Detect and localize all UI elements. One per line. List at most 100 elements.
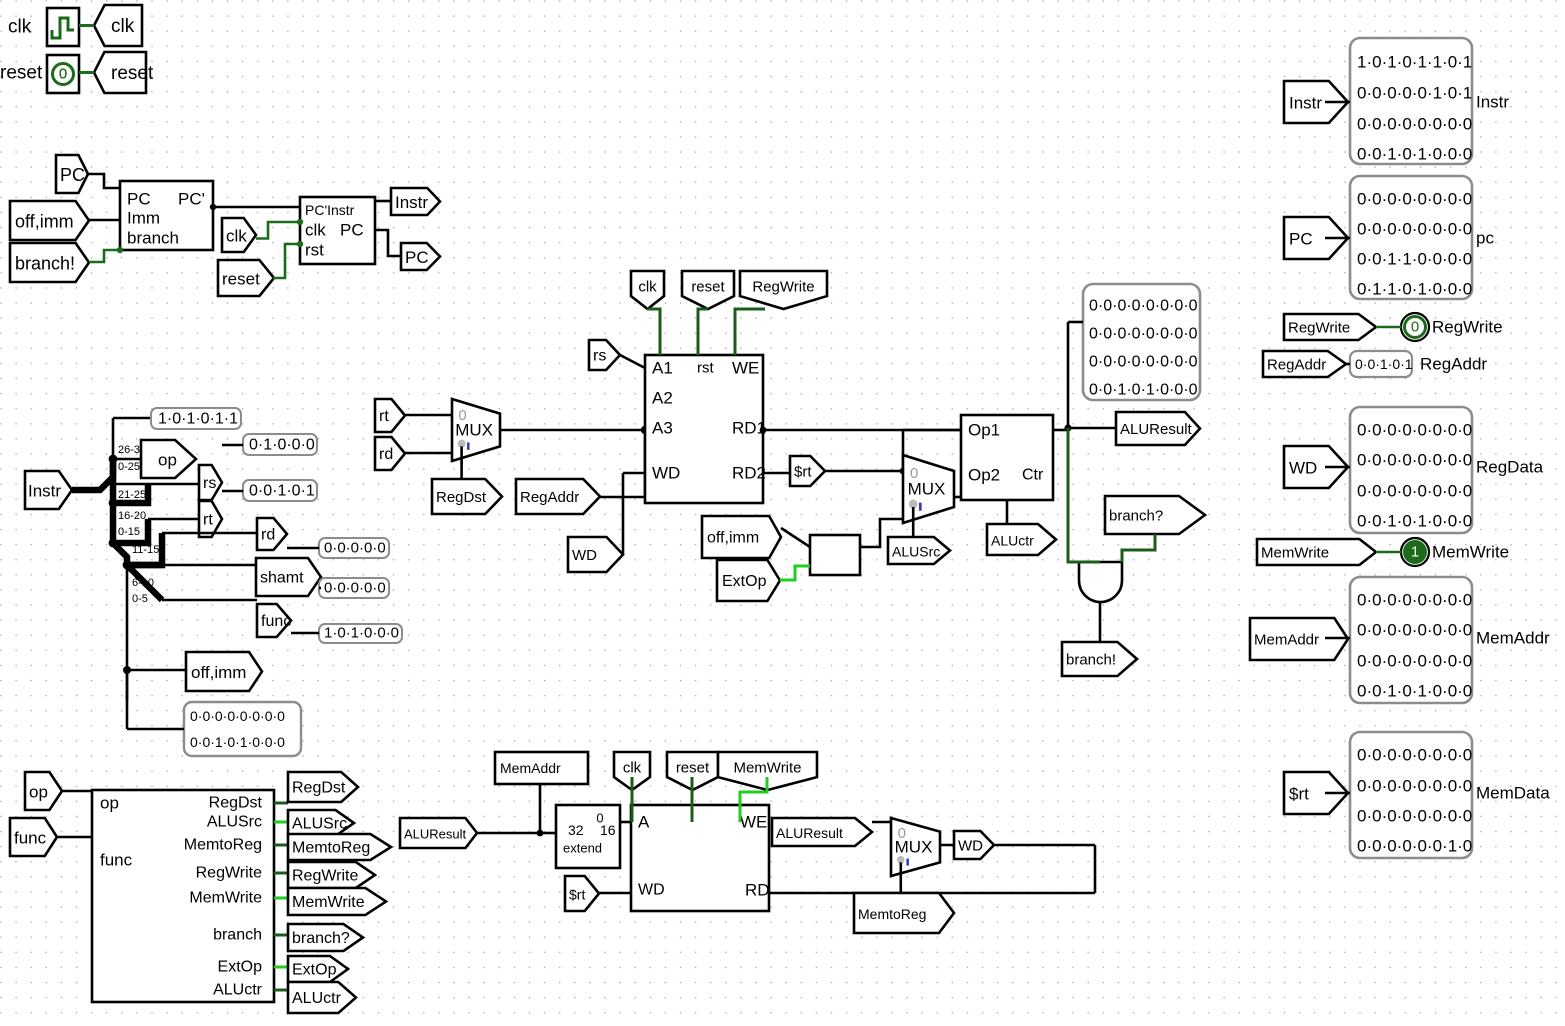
svg-text:0·0·1·1·0·0·0·0: 0·0·1·1·0·0·0·0 bbox=[1357, 250, 1472, 269]
svg-text:clk: clk bbox=[638, 278, 657, 295]
svg-text:RegAddr: RegAddr bbox=[1267, 357, 1326, 374]
svg-text:A3: A3 bbox=[652, 419, 673, 438]
svg-text:0·0·0·0·0·0·0·0: 0·0·0·0·0·0·0·0 bbox=[1357, 777, 1472, 796]
svg-text:op: op bbox=[29, 783, 48, 802]
svg-text:branch?: branch? bbox=[292, 930, 350, 947]
svg-text:PC': PC' bbox=[178, 190, 205, 209]
svg-text:0: 0 bbox=[59, 66, 67, 83]
svg-text:rst: rst bbox=[697, 360, 714, 377]
svg-text:WD: WD bbox=[652, 464, 680, 483]
svg-text:MemtoReg: MemtoReg bbox=[858, 906, 926, 922]
svg-text:WD: WD bbox=[1289, 459, 1317, 478]
svg-text:branch: branch bbox=[213, 927, 262, 944]
svg-text:extend: extend bbox=[563, 841, 602, 856]
svg-text:reset: reset bbox=[111, 63, 154, 84]
svg-text:0·0·0·0·0: 0·0·0·0·0 bbox=[324, 540, 386, 557]
svg-text:0·0·1·0·1·0·0·0: 0·0·1·0·1·0·0·0 bbox=[1357, 682, 1472, 701]
svg-text:0·0·0·0·0·0·0·0: 0·0·0·0·0·0·0·0 bbox=[1357, 451, 1472, 470]
svg-text:branch?: branch? bbox=[1109, 508, 1163, 525]
svg-text:0·0·0·0·0·0·0·0: 0·0·0·0·0·0·0·0 bbox=[1089, 326, 1198, 343]
svg-text:ALUctr: ALUctr bbox=[292, 990, 342, 1007]
svg-text:A1: A1 bbox=[652, 359, 673, 378]
svg-text:ALUSrc: ALUSrc bbox=[292, 816, 347, 833]
svg-text:MemtoReg: MemtoReg bbox=[292, 840, 370, 857]
svg-text:0-5: 0-5 bbox=[132, 593, 148, 605]
svg-text:RegAddr: RegAddr bbox=[1420, 355, 1487, 374]
svg-text:func: func bbox=[261, 613, 291, 630]
svg-text:WE: WE bbox=[740, 813, 767, 832]
svg-text:Instr: Instr bbox=[1289, 94, 1322, 113]
svg-text:PC: PC bbox=[340, 221, 364, 240]
svg-text:rd: rd bbox=[379, 446, 393, 463]
svg-text:ALUctr: ALUctr bbox=[991, 533, 1034, 549]
svg-text:A2: A2 bbox=[652, 389, 673, 408]
svg-text:16: 16 bbox=[600, 822, 616, 838]
svg-text:ExtOp: ExtOp bbox=[722, 573, 767, 590]
svg-text:WD: WD bbox=[572, 547, 597, 564]
svg-text:0·0·0·0·0·1·0·1: 0·0·0·0·0·1·0·1 bbox=[1357, 84, 1472, 103]
svg-text:func: func bbox=[100, 851, 133, 870]
svg-text:rt: rt bbox=[379, 408, 389, 425]
svg-text:0·0·0·0·0·0·0·0: 0·0·0·0·0·0·0·0 bbox=[1357, 220, 1472, 239]
svg-text:1·0·1·0·1·1·0·1: 1·0·1·0·1·1·0·1 bbox=[1357, 53, 1472, 72]
svg-text:reset: reset bbox=[222, 270, 260, 289]
svg-text:RegWrite: RegWrite bbox=[1288, 320, 1350, 337]
svg-text:branch!: branch! bbox=[1066, 652, 1116, 669]
svg-text:Imm: Imm bbox=[127, 209, 160, 228]
svg-text:rd: rd bbox=[261, 527, 275, 544]
svg-text:11-15: 11-15 bbox=[132, 544, 159, 556]
svg-text:0·0·0·0·0·0·0·0: 0·0·0·0·0·0·0·0 bbox=[190, 708, 285, 724]
svg-text:op: op bbox=[100, 794, 119, 813]
svg-text:ALUSrc: ALUSrc bbox=[892, 544, 940, 560]
svg-text:Instr: Instr bbox=[395, 193, 428, 212]
svg-text:0·0·1·0·1·0·0·0: 0·0·1·0·1·0·0·0 bbox=[1357, 145, 1472, 164]
svg-text:ExtOp: ExtOp bbox=[218, 959, 263, 976]
svg-text:0·1·1·0·1·0·0·0: 0·1·1·0·1·0·0·0 bbox=[1357, 280, 1472, 299]
svg-text:RegAddr: RegAddr bbox=[520, 489, 579, 506]
svg-text:MemWrite: MemWrite bbox=[733, 759, 801, 776]
svg-text:Op2: Op2 bbox=[968, 466, 1000, 485]
svg-text:PC'Instr: PC'Instr bbox=[305, 202, 355, 218]
svg-text:RegData: RegData bbox=[1476, 458, 1544, 477]
svg-text:A: A bbox=[638, 813, 650, 832]
svg-text:0·0·0·0·0: 0·0·0·0·0 bbox=[324, 580, 386, 597]
svg-text:$rt: $rt bbox=[569, 887, 585, 903]
svg-text:RegWrite: RegWrite bbox=[292, 868, 358, 885]
svg-text:0-15: 0-15 bbox=[118, 526, 140, 538]
svg-text:reset: reset bbox=[676, 759, 710, 776]
svg-text:ALUResult: ALUResult bbox=[404, 827, 467, 842]
svg-text:0·0·0·0·0·0·0·0: 0·0·0·0·0·0·0·0 bbox=[1357, 807, 1472, 826]
svg-text:16-20: 16-20 bbox=[118, 510, 146, 522]
svg-text:reset: reset bbox=[0, 63, 43, 84]
svg-text:MUX: MUX bbox=[455, 421, 493, 440]
svg-text:clk: clk bbox=[226, 227, 247, 246]
svg-text:clk: clk bbox=[623, 759, 642, 776]
svg-text:0·0·0·0·0·0·0·0: 0·0·0·0·0·0·0·0 bbox=[1357, 421, 1472, 440]
svg-text:clk: clk bbox=[111, 16, 135, 37]
svg-text:func: func bbox=[14, 829, 47, 848]
svg-text:shamt: shamt bbox=[260, 570, 304, 587]
svg-text:Instr: Instr bbox=[28, 482, 61, 501]
svg-text:Op1: Op1 bbox=[968, 421, 1000, 440]
svg-text:0·0·1·0·1·0·0·0: 0·0·1·0·1·0·0·0 bbox=[1357, 512, 1472, 531]
svg-text:0·0·0·0·0·0·1·0: 0·0·0·0·0·0·1·0 bbox=[1357, 837, 1472, 856]
svg-text:RD: RD bbox=[745, 881, 770, 900]
svg-text:1: 1 bbox=[1411, 544, 1419, 561]
svg-text:clk: clk bbox=[8, 17, 32, 38]
svg-text:rst: rst bbox=[305, 241, 324, 260]
svg-text:MemAddr: MemAddr bbox=[1254, 632, 1319, 649]
svg-text:0·0·1·0·1: 0·0·1·0·1 bbox=[249, 483, 315, 500]
svg-text:RegWrite: RegWrite bbox=[752, 278, 814, 295]
svg-text:off,imm: off,imm bbox=[707, 530, 759, 547]
svg-text:PC: PC bbox=[127, 190, 151, 209]
svg-text:pc: pc bbox=[1476, 229, 1494, 248]
svg-text:PC: PC bbox=[60, 165, 85, 185]
svg-text:MUX: MUX bbox=[895, 838, 933, 857]
svg-text:0·0·0·0·0·0·0·0: 0·0·0·0·0·0·0·0 bbox=[1357, 652, 1472, 671]
svg-text:$rt: $rt bbox=[1289, 785, 1309, 804]
svg-text:32: 32 bbox=[568, 822, 584, 838]
svg-text:0: 0 bbox=[1411, 319, 1419, 336]
svg-text:0-25: 0-25 bbox=[118, 461, 140, 473]
svg-text:0·0·1·0·1·0·0·0: 0·0·1·0·1·0·0·0 bbox=[190, 734, 285, 750]
svg-text:MemAddr: MemAddr bbox=[500, 760, 561, 776]
